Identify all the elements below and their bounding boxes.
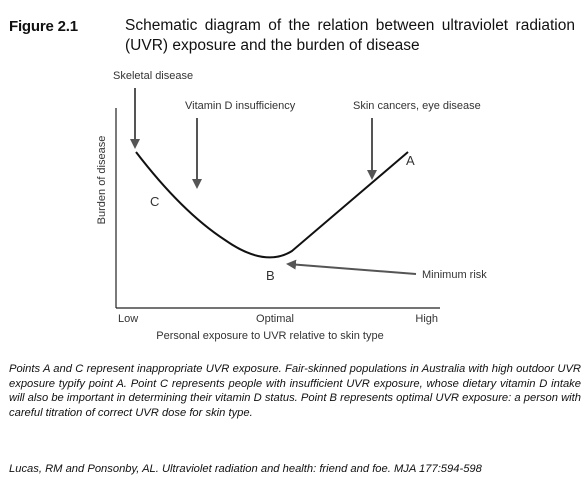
skeletal-disease-label: Skeletal disease [113, 70, 193, 82]
x-tick-low: Low [118, 313, 138, 325]
y-axis-label: Burden of disease [96, 136, 108, 225]
vitamin-d-label: Vitamin D insufficiency [185, 100, 296, 112]
uvr-burden-diagram: Burden of disease Low Optimal High Perso… [96, 70, 487, 342]
burden-curve [135, 151, 409, 259]
point-b-label: B [266, 268, 275, 283]
x-tick-optimal: Optimal [256, 313, 294, 325]
figure-label: Figure 2.1 [9, 18, 78, 35]
skin-cancer-label: Skin cancers, eye disease [353, 100, 481, 112]
x-axis-label: Personal exposure to UVR relative to ski… [156, 330, 383, 342]
point-c-label: C [150, 194, 159, 209]
figure-caption: Points A and C represent inappropriate U… [9, 363, 581, 419]
x-tick-high: High [415, 313, 438, 325]
figure-title: Schematic diagram of the relation betwee… [125, 17, 575, 54]
minimum-risk-label: Minimum risk [422, 269, 487, 281]
point-a-label: A [406, 153, 415, 168]
figure-citation: Lucas, RM and Ponsonby, AL. Ultraviolet … [9, 463, 482, 475]
minimum-risk-arrow [286, 259, 417, 275]
